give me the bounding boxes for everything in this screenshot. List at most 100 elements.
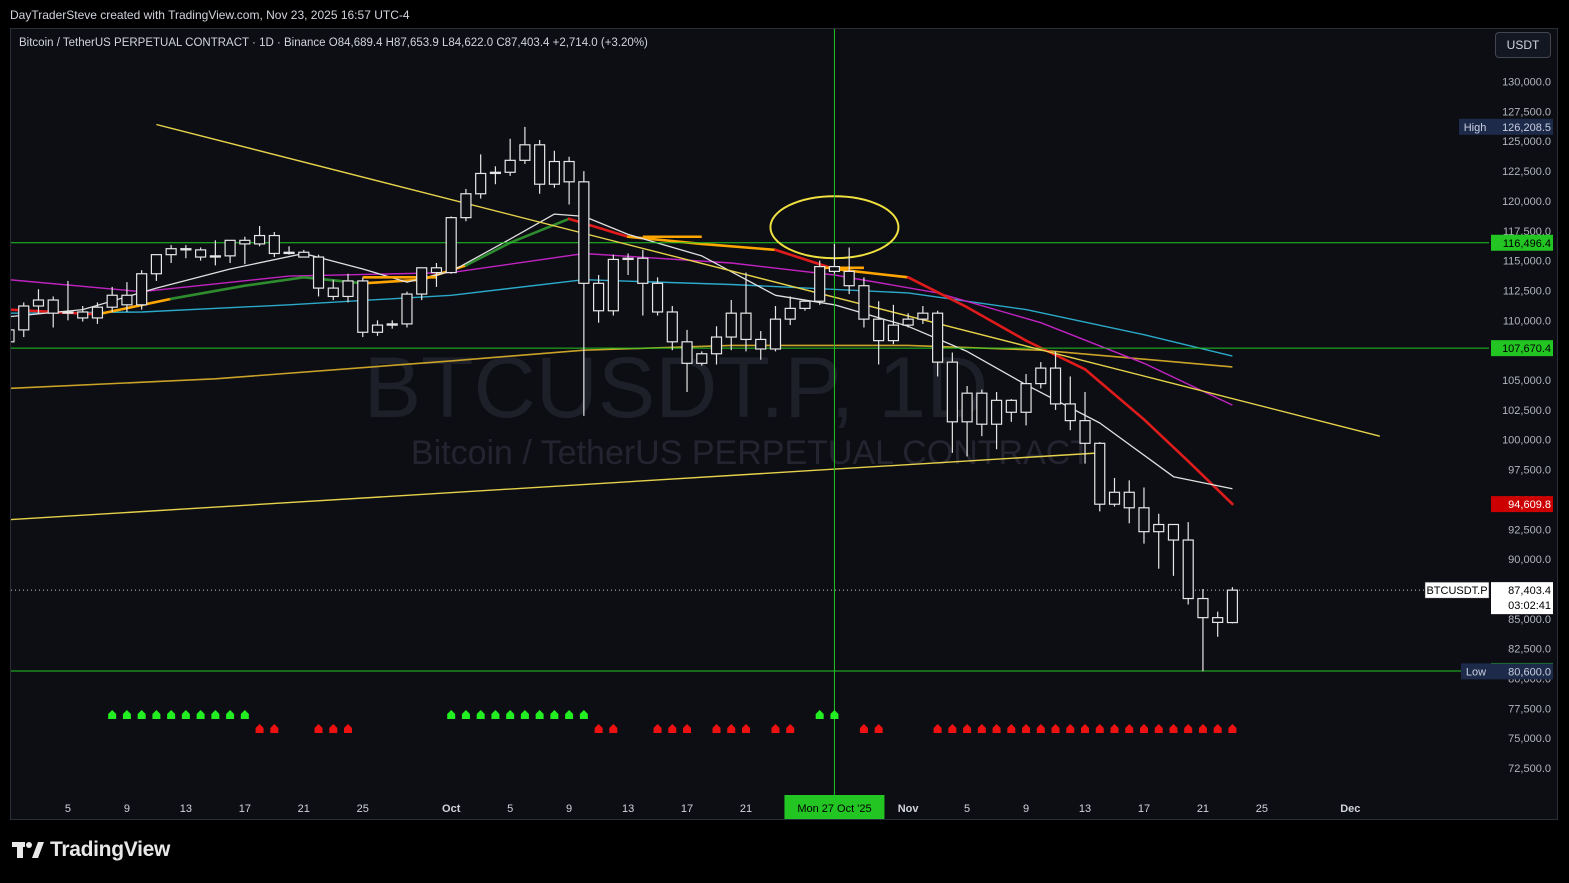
candle bbox=[1182, 522, 1194, 605]
candle-body bbox=[887, 324, 900, 342]
candle bbox=[814, 260, 826, 305]
candle bbox=[887, 304, 900, 345]
candle-body bbox=[710, 336, 723, 355]
candle-body bbox=[430, 267, 443, 274]
bullish-signal-marker bbox=[122, 710, 131, 719]
candle bbox=[180, 245, 192, 259]
candle bbox=[917, 306, 929, 324]
candle bbox=[563, 156, 575, 205]
bearish-signal-marker bbox=[683, 724, 692, 733]
ohlc-legend-part: O bbox=[329, 37, 338, 49]
bearish-signal-marker bbox=[1184, 724, 1193, 733]
bullish-signal-marker bbox=[137, 710, 146, 719]
candle-body bbox=[475, 172, 487, 195]
ohlc-legend-part: H bbox=[386, 37, 394, 49]
candle bbox=[696, 351, 708, 366]
bearish-signal-marker bbox=[653, 724, 662, 733]
candle-body bbox=[150, 254, 162, 275]
bearish-signal-marker bbox=[1036, 724, 1045, 733]
candle-body bbox=[961, 392, 973, 423]
x-tick-label: Dec bbox=[1340, 803, 1360, 815]
bullish-signal-marker bbox=[565, 710, 574, 719]
high-tag-bg bbox=[1459, 118, 1491, 135]
candle bbox=[18, 302, 30, 338]
x-tick-label: Oct bbox=[442, 803, 461, 815]
candle bbox=[607, 254, 619, 316]
high-price-badge: 126,208.5 bbox=[1502, 122, 1551, 134]
candle bbox=[740, 272, 752, 352]
bearish-signal-marker bbox=[1198, 724, 1207, 733]
x-tick-label: 13 bbox=[1079, 803, 1091, 815]
candle bbox=[298, 249, 310, 258]
candle bbox=[1108, 477, 1121, 507]
candle-body bbox=[327, 287, 339, 298]
candle bbox=[150, 254, 162, 281]
candle bbox=[932, 310, 944, 377]
candle bbox=[637, 249, 649, 316]
candle-body bbox=[858, 285, 870, 320]
candle-body bbox=[209, 255, 221, 258]
brand-name: TradingView bbox=[50, 838, 171, 861]
candle-body bbox=[1005, 399, 1017, 413]
candle bbox=[1005, 399, 1017, 422]
ema-segment bbox=[965, 305, 1028, 342]
bearish-signal-marker bbox=[1154, 724, 1163, 733]
candle-body bbox=[180, 248, 192, 251]
candle bbox=[401, 291, 413, 328]
candle bbox=[1064, 376, 1076, 431]
candle-body bbox=[1123, 491, 1135, 509]
candle bbox=[755, 331, 767, 360]
ohlc-legend: Bitcoin / TetherUS PERPETUAL CONTRACT · … bbox=[19, 37, 648, 49]
bullish-signal-marker bbox=[226, 710, 235, 719]
candle bbox=[784, 296, 796, 326]
candle-body bbox=[268, 234, 280, 255]
bearish-signal-marker bbox=[609, 724, 618, 733]
candle-body bbox=[828, 265, 841, 272]
ema-segment bbox=[243, 276, 306, 288]
candle bbox=[681, 329, 693, 392]
candle bbox=[592, 274, 605, 323]
y-tick-label: 127,500.0 bbox=[1502, 106, 1551, 118]
candle-body bbox=[371, 324, 384, 333]
candle-body bbox=[1182, 539, 1194, 600]
level-price-badge-bg bbox=[1491, 234, 1553, 251]
y-tick-label: 82,500.0 bbox=[1508, 644, 1551, 656]
candle bbox=[873, 301, 885, 365]
candle-body bbox=[902, 318, 914, 326]
candle-body bbox=[799, 300, 811, 309]
candle-body bbox=[489, 171, 502, 175]
y-tick-label: 77,500.0 bbox=[1508, 703, 1551, 715]
candle bbox=[62, 280, 74, 321]
candle-body bbox=[990, 399, 1003, 425]
x-tick-label: 13 bbox=[180, 803, 192, 815]
ohlc-legend-part: 84,622.0 bbox=[448, 37, 496, 49]
price-axis-panel bbox=[1489, 29, 1557, 819]
candle bbox=[843, 247, 855, 295]
bearish-signal-marker bbox=[1139, 724, 1148, 733]
candle-body bbox=[740, 312, 752, 341]
chart-frame[interactable]: BTCUSDT.P, 1D Bitcoin / TetherUS PERPETUA… bbox=[10, 28, 1558, 820]
trendline bbox=[11, 452, 1100, 521]
candle bbox=[1123, 480, 1135, 524]
candle bbox=[1167, 523, 1180, 576]
candle-body bbox=[578, 181, 590, 284]
candle bbox=[342, 273, 354, 303]
candle-body bbox=[106, 294, 118, 308]
footer: TradingView bbox=[0, 822, 1569, 883]
candle-body bbox=[1212, 617, 1224, 624]
candle bbox=[1138, 487, 1150, 544]
currency-button[interactable]: USDT bbox=[1495, 32, 1551, 58]
bullish-signal-marker bbox=[815, 710, 824, 719]
ema-segment bbox=[508, 217, 571, 245]
candle-body bbox=[11, 329, 15, 343]
candle bbox=[489, 166, 502, 185]
y-tick-label: 115,000.0 bbox=[1503, 256, 1551, 268]
candle bbox=[224, 239, 236, 264]
candle bbox=[1079, 391, 1091, 464]
bearish-signal-marker bbox=[314, 724, 323, 733]
candle bbox=[1094, 442, 1106, 512]
tradingview-logo[interactable]: TradingView bbox=[12, 838, 170, 862]
candle bbox=[1035, 362, 1047, 389]
candle-body bbox=[519, 144, 531, 161]
